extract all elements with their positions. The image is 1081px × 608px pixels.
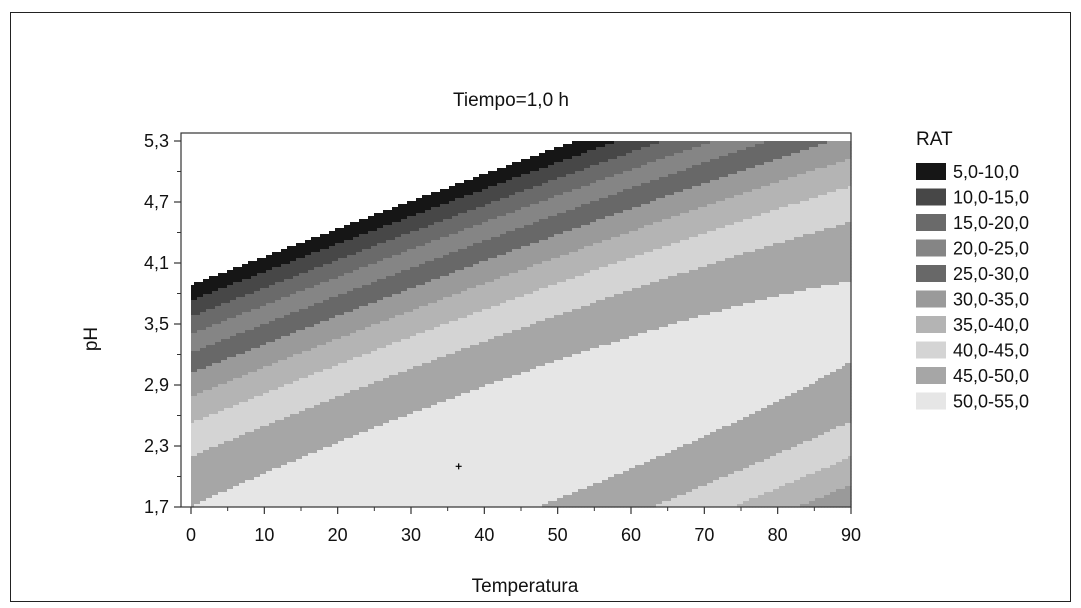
- plot-area: [191, 141, 852, 508]
- contour-chart: Tiempo=1,0 h 0 10 20 30 40 50 60 70 80 901,72,32,…: [11, 13, 1070, 601]
- chart-title: Tiempo=1,0 h: [453, 90, 569, 111]
- chart-frame: Tiempo=1,0 h 0 10 20 30 40 50 60 70 80 90 1,7 2,3 2,…: [10, 12, 1071, 602]
